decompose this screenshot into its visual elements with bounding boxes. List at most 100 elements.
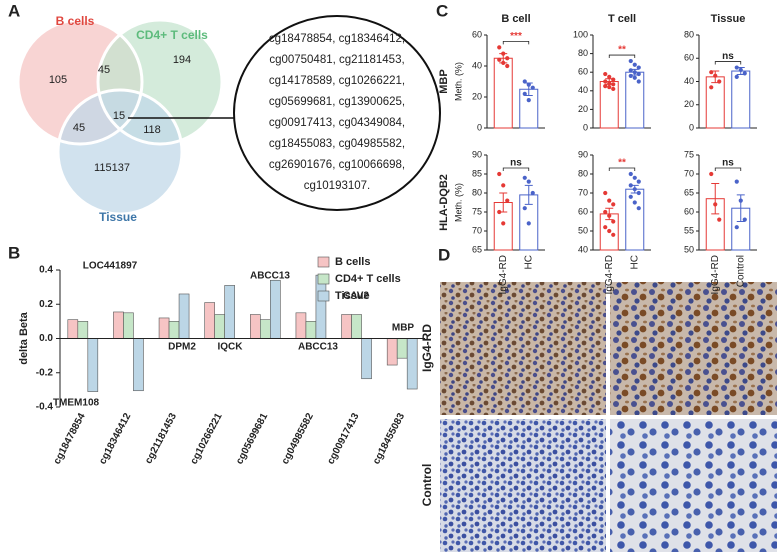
y-tick-label: 60 (472, 29, 482, 39)
micrograph (610, 282, 777, 415)
probe-list-line: cg26901676, cg10066698, (269, 159, 405, 171)
bar (305, 321, 317, 339)
data-point (522, 91, 527, 96)
panel-label: D (438, 245, 450, 264)
region-count: 45 (73, 122, 85, 134)
data-point (497, 171, 502, 177)
y-tick-label: 85 (472, 168, 482, 178)
bar (87, 338, 99, 392)
data-point (632, 187, 637, 192)
bar (260, 319, 271, 339)
row-label: Control (420, 464, 434, 507)
significance-label: ** (618, 158, 626, 169)
bar (250, 314, 261, 339)
region-count: 115137 (94, 162, 130, 174)
x-tick-label: IgG4-RD (604, 255, 615, 294)
data-point (526, 221, 531, 226)
y-tick-label: -0.4 (36, 402, 54, 413)
data-point (636, 65, 641, 70)
y-axis-label: Meth. (%) (453, 183, 463, 222)
micrograph (610, 419, 777, 552)
y-tick-label: 65 (684, 187, 694, 197)
significance-label: ns (722, 158, 734, 169)
y-tick-label: 50 (684, 244, 694, 254)
data-point (497, 45, 502, 50)
data-point (611, 202, 616, 207)
bar (396, 338, 408, 359)
bar (406, 338, 418, 390)
data-point (632, 200, 637, 205)
y-tick-label: -0.2 (36, 367, 54, 378)
y-tick-label: 70 (472, 225, 482, 235)
y-tick-label: 60 (684, 53, 694, 63)
gene-annotation: MBP (392, 323, 415, 334)
chart-title: B cell (501, 13, 530, 25)
data-point (607, 198, 612, 203)
y-tick-label: 70 (578, 187, 588, 197)
y-tick-label: 20 (684, 99, 694, 109)
region-count: 45 (98, 64, 110, 76)
data-point (636, 71, 641, 77)
y-tick-label: 100 (573, 29, 588, 39)
y-tick-label: 70 (684, 168, 694, 178)
legend-swatch (317, 256, 330, 268)
probe-list-line: cg18478854, cg18346412, (269, 33, 405, 45)
gene-annotation: ABCC13 (298, 342, 338, 353)
x-tick-label: Control (735, 255, 746, 287)
significance-bracket (502, 167, 530, 171)
bar (625, 188, 645, 251)
data-point (632, 62, 637, 67)
region-count: 118 (143, 124, 161, 136)
bar (341, 314, 352, 339)
data-point (734, 225, 739, 230)
y-tick-label: 80 (684, 29, 694, 39)
data-point (607, 213, 612, 218)
row-label: HLA-DQB2 (438, 174, 450, 231)
data-point (497, 209, 502, 215)
data-point (526, 179, 531, 184)
y-tick-label: 40 (578, 85, 588, 95)
error-bar (524, 184, 533, 205)
venn-set (58, 90, 182, 214)
bar (295, 312, 307, 339)
y-tick-label: 65 (472, 244, 482, 254)
bar (625, 71, 645, 129)
y-axis-label: Meth. (%) (453, 62, 463, 101)
error-bar (711, 183, 720, 215)
data-point (742, 71, 747, 76)
y-tick-label: 0 (583, 122, 588, 132)
data-point (603, 84, 608, 89)
data-point (611, 86, 616, 92)
y-tick-label: 0 (477, 122, 482, 132)
histology: IgG4-RD Control (420, 282, 777, 552)
y-tick-label: 0 (689, 122, 694, 132)
data-point (530, 190, 535, 196)
data-point (526, 82, 531, 87)
data-point (713, 202, 718, 207)
x-tick-label: cg10266221 (189, 411, 225, 466)
bar (214, 314, 225, 339)
bar (270, 279, 281, 339)
significance-bracket (714, 61, 742, 65)
y-tick-label: 50 (578, 225, 588, 235)
data-point (713, 73, 718, 78)
data-point (603, 71, 608, 77)
y-tick-label: 90 (472, 149, 482, 159)
bar (204, 302, 215, 339)
bar (133, 338, 144, 392)
y-tick-label: 90 (578, 149, 588, 159)
y-tick-label: 40 (684, 76, 694, 86)
data-point (717, 217, 722, 222)
x-tick-label: HC (523, 255, 534, 269)
y-tick-label: 40 (472, 60, 482, 70)
x-tick-label: cg00917413 (325, 411, 361, 466)
y-tick-label: 60 (578, 206, 588, 216)
x-tick-label: cg05699681 (234, 411, 270, 466)
bar (123, 312, 134, 339)
data-point (607, 81, 612, 86)
y-axis-label: delta Beta (18, 311, 30, 364)
data-point (734, 74, 739, 79)
y-tick-label: 75 (684, 149, 694, 159)
legend-swatch (317, 290, 330, 302)
